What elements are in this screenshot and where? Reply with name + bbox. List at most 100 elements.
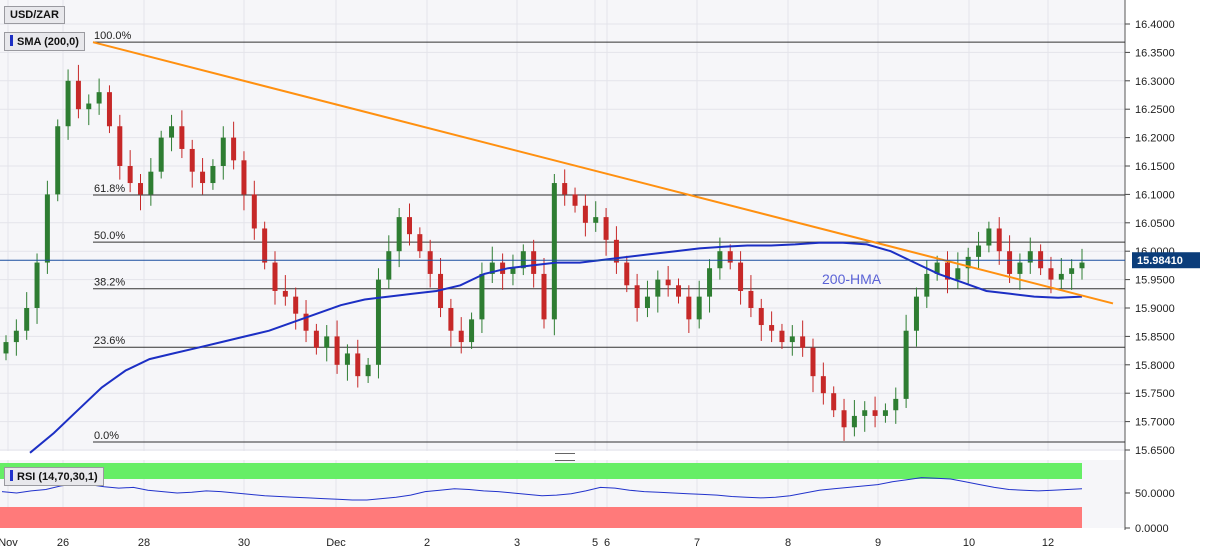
candle-body [603, 217, 609, 240]
candle-body [148, 171, 154, 195]
candle-body [572, 194, 578, 206]
x-tick-label: 10 [963, 537, 975, 549]
candle-body [407, 217, 412, 235]
candle-body [293, 296, 299, 314]
candle-body [582, 205, 588, 223]
candle-body [758, 308, 764, 326]
candle-body [272, 262, 278, 291]
y-tick-label: 16.2500 [1135, 104, 1175, 116]
candle-body [634, 285, 640, 308]
candle-body [1007, 251, 1013, 274]
candle-body [55, 126, 61, 195]
candle-body [489, 262, 495, 274]
hma-annotation: 200-HMA [822, 271, 882, 287]
candle-body [531, 251, 537, 274]
candle-body [707, 268, 713, 297]
candle-body [220, 137, 226, 166]
y-tick-label: 15.8000 [1135, 360, 1175, 372]
candle-body [169, 126, 175, 138]
y-tick-label: 15.9500 [1135, 275, 1175, 287]
candle-body [96, 92, 102, 104]
candle-body [831, 393, 837, 411]
current-price-tag [1132, 252, 1200, 269]
candle-body [644, 296, 650, 308]
symbol-label: USD/ZAR [4, 6, 65, 24]
candle-body [313, 330, 319, 348]
x-tick-label: 26 [57, 537, 69, 549]
candle-body [624, 262, 630, 286]
rsi-line [1, 477, 1083, 501]
pane-divider-handle[interactable] [555, 453, 575, 461]
candle-body [996, 228, 1002, 252]
candle-body [810, 347, 816, 377]
candle-body [872, 410, 878, 416]
fib-level-label: 50.0% [94, 230, 125, 242]
candle-body [179, 126, 185, 149]
x-tick-label: 8 [785, 537, 791, 549]
candle-body [106, 92, 112, 127]
sma-swatch [10, 35, 13, 46]
candle-body [893, 398, 899, 411]
candle-body [396, 217, 402, 252]
fib-level-label: 0.0% [94, 430, 119, 442]
candle-body [1069, 268, 1075, 274]
candle-body [241, 160, 247, 195]
candle-body [282, 290, 288, 297]
candle-body [727, 251, 733, 263]
candle-body [841, 410, 847, 428]
x-tick-label: 30 [238, 537, 250, 549]
candle-body [24, 308, 30, 331]
candle-body [210, 166, 216, 184]
candle-body [324, 336, 330, 348]
y-tick-label: 15.7000 [1135, 417, 1175, 429]
rsi-overbought-zone [0, 463, 1082, 479]
symbol-text: USD/ZAR [10, 9, 59, 21]
candle-body [479, 273, 485, 320]
candle-body [686, 296, 692, 320]
y-tick-label: 16.3500 [1135, 47, 1175, 59]
candle-body [469, 319, 475, 343]
candle-body [696, 296, 702, 320]
candle-body [355, 353, 361, 377]
candle-body [779, 330, 785, 343]
candle-body [158, 137, 164, 172]
sma-legend-text: SMA (200,0) [17, 36, 79, 48]
candle-body [800, 336, 806, 348]
candle-body [75, 80, 81, 110]
candle-body [882, 410, 888, 416]
candle-body [334, 336, 340, 365]
candle-body [820, 376, 826, 394]
candle-body [365, 364, 371, 377]
y-tick-label: 15.8500 [1135, 331, 1175, 343]
candle-body [955, 268, 961, 280]
fib-level-label: 61.8% [94, 183, 125, 195]
candle-body [1038, 251, 1044, 269]
rsi-swatch [10, 470, 13, 481]
y-tick-label: 15.7500 [1135, 388, 1175, 400]
candle-body [862, 410, 868, 416]
rsi-oversold-zone [0, 507, 1082, 528]
candle-body [903, 330, 909, 399]
candle-body [251, 194, 257, 229]
rsi-legend-text: RSI (14,70,30,1) [17, 471, 98, 483]
sma-200-line [29, 241, 1083, 454]
candle-body [976, 245, 982, 257]
candle-body [789, 336, 795, 343]
current-price-text: 15.98410 [1137, 255, 1183, 267]
candle-body [1079, 262, 1085, 269]
candle-body [344, 353, 350, 365]
candle-body [200, 171, 206, 184]
candle-body [934, 262, 940, 274]
candle-body [520, 251, 526, 269]
y-tick-label: 16.3000 [1135, 76, 1175, 88]
candle-body [655, 279, 661, 297]
y-tick-label: 16.0500 [1135, 218, 1175, 230]
candle-body [427, 251, 433, 274]
sma-legend: SMA (200,0) [4, 32, 85, 51]
fib-level-label: 100.0% [94, 30, 132, 42]
rsi-tick-label: 0.0000 [1135, 523, 1169, 535]
x-tick-label: 2 [424, 537, 430, 549]
x-tick-label: 28 [138, 537, 150, 549]
candle-body [127, 166, 133, 184]
candle-body [924, 273, 930, 297]
